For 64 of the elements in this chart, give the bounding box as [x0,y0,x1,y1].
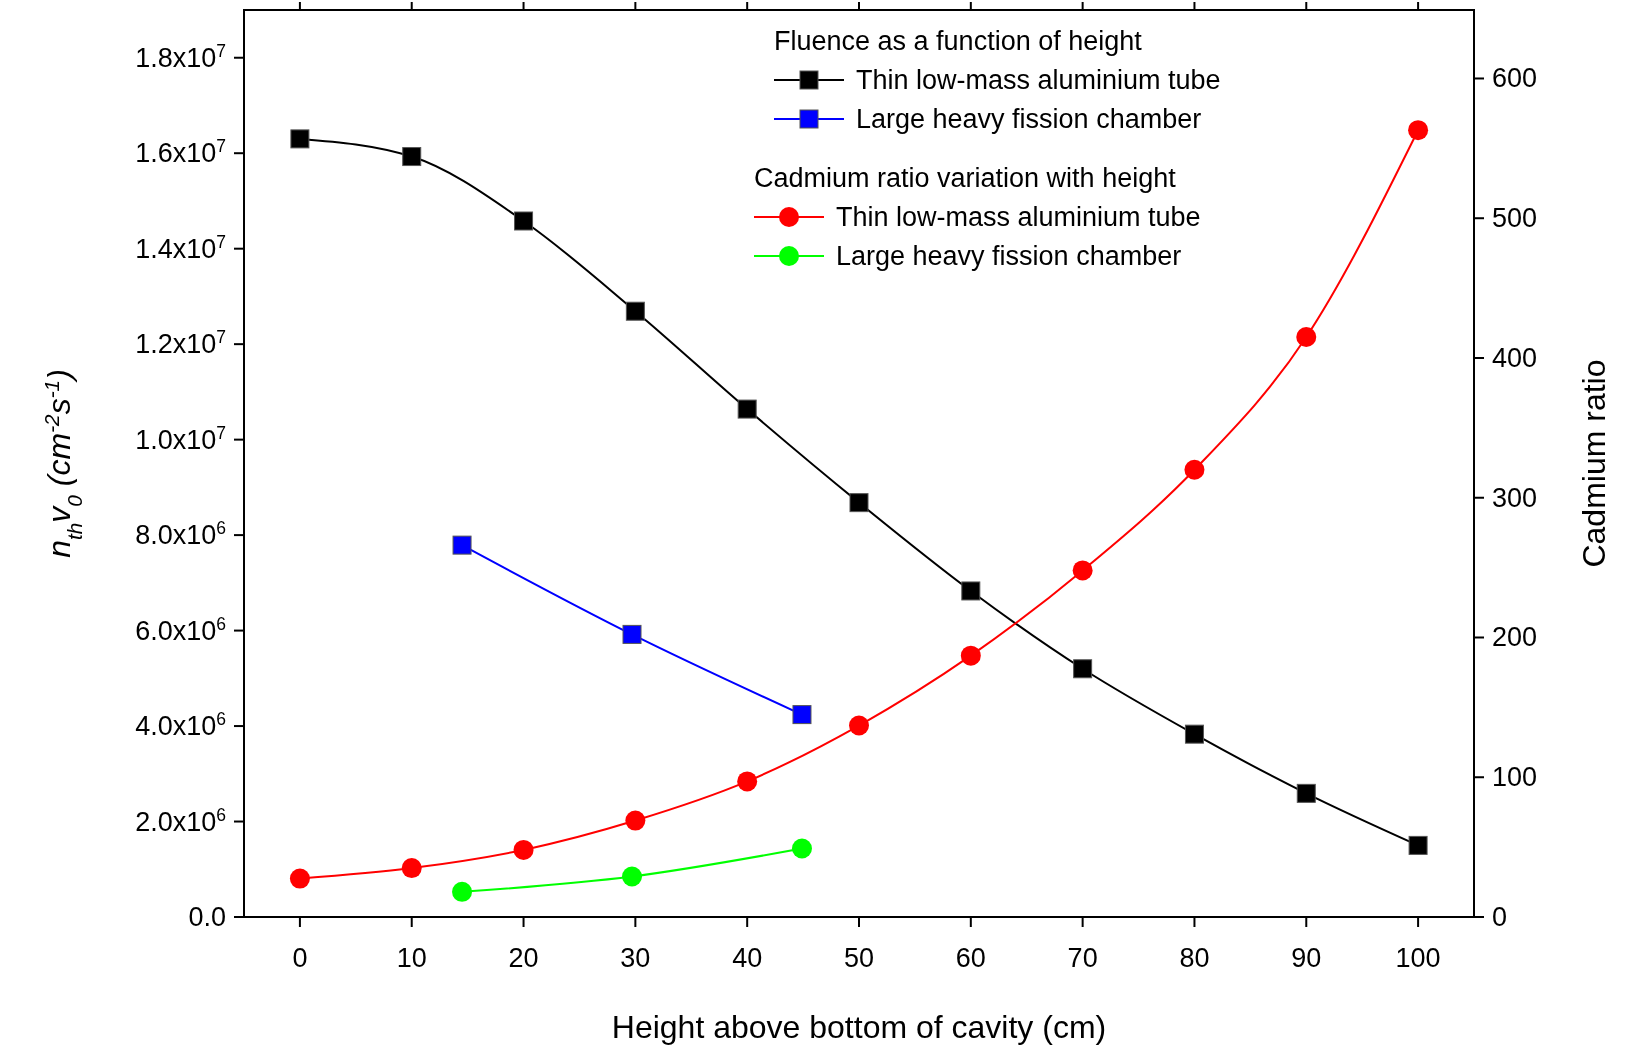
point [791,838,812,859]
y-tick-label: 6.0x10$^{6}$ [135,613,226,646]
point [289,868,310,889]
x-tick-label: 0 [292,943,308,973]
point [622,866,643,887]
annotation: Cadmium ratio variation with height [754,163,1177,193]
y-tick-label: 1.8x10$^{7}$ [135,40,226,73]
point [1296,783,1316,803]
y2-tick-label: 200 [1492,622,1538,653]
point [402,147,422,167]
point [849,715,869,736]
y-tick-label: 1.2x10$^{7}$ [135,327,226,360]
point [452,881,473,902]
legend-label: Large heavy fission chamber [836,241,1182,271]
point [737,771,758,792]
point [849,493,869,513]
y-tick-label: 8.0x10$^{6}$ [135,518,226,551]
point [1408,835,1428,855]
x-tick-label: 80 [1179,943,1210,973]
y-tick-label: 4.0x10$^{6}$ [135,709,226,742]
point [625,301,645,321]
y2-axis-title: Cadmium ratio [1576,359,1612,568]
point [513,839,534,860]
x-tick-label: 90 [1291,943,1322,973]
x-tick-label: 10 [396,943,427,973]
y2-tick-label: 0 [1492,902,1508,932]
point [1184,724,1204,744]
x-tick-label: 50 [843,943,875,973]
y-tick-label: 1.6x10$^{7}$ [135,136,226,169]
y2-tick-label: 400 [1492,342,1538,373]
point [792,705,812,725]
point [1072,560,1093,581]
x-tick-label: 60 [955,943,986,973]
y2-tick-label: 100 [1492,762,1538,793]
point [514,211,534,231]
point [1408,120,1429,141]
point [622,624,642,644]
x-axis-title: Height above bottom of cavity (cm) [611,1009,1107,1045]
legend-label: Thin low-mass aluminium tube [836,202,1201,232]
y-tick-label: 0.0 [188,902,226,932]
y2-tick-label: 300 [1492,482,1538,513]
x-tick-label: 40 [732,943,763,973]
legend-label: Thin low-mass aluminium tube [856,65,1221,95]
x-tick-label: 100 [1395,943,1441,973]
point [401,858,422,879]
point [290,129,310,149]
point [452,535,472,555]
y2-tick-label: 600 [1492,63,1538,94]
point [960,645,981,666]
point [1073,659,1093,679]
x-tick-label: 70 [1067,943,1098,973]
y2-tick-label: 500 [1492,203,1538,234]
y-tick-label: 1.4x10$^{7}$ [135,231,226,264]
point [625,810,646,831]
x-tick-label: 30 [620,943,651,973]
point [1296,327,1317,348]
point [1184,459,1205,480]
y-tick-label: 2.0x10$^{6}$ [135,804,226,837]
x-tick-label: 20 [508,943,539,973]
point [961,581,981,601]
y-tick-label: 1.0x10$^{7}$ [135,422,226,455]
point [737,399,757,419]
legend-label: Large heavy fission chamber [856,104,1202,134]
annotation: Fluence as a function of height [774,26,1143,56]
